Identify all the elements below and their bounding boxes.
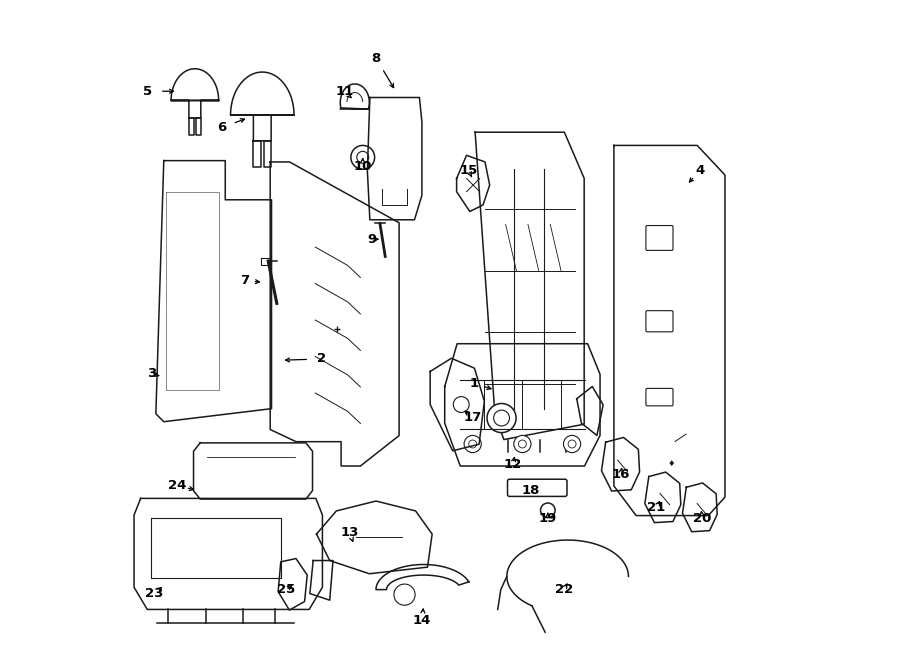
Polygon shape — [134, 498, 322, 609]
Polygon shape — [601, 438, 640, 491]
Polygon shape — [682, 483, 717, 531]
Text: 11: 11 — [335, 85, 354, 98]
Circle shape — [518, 440, 526, 448]
Polygon shape — [254, 141, 261, 167]
Circle shape — [568, 440, 576, 448]
Polygon shape — [171, 69, 219, 118]
Circle shape — [454, 397, 469, 412]
Text: 12: 12 — [504, 458, 522, 471]
Polygon shape — [376, 564, 469, 590]
Polygon shape — [195, 118, 201, 136]
Text: 4: 4 — [695, 164, 705, 177]
Circle shape — [351, 145, 374, 169]
Circle shape — [514, 436, 531, 453]
Circle shape — [487, 403, 516, 432]
FancyBboxPatch shape — [508, 479, 567, 496]
Text: 18: 18 — [521, 484, 540, 497]
Polygon shape — [614, 145, 725, 516]
Text: 3: 3 — [147, 367, 156, 380]
Circle shape — [541, 503, 555, 518]
Circle shape — [563, 436, 580, 453]
Text: ♦: ♦ — [668, 459, 675, 468]
Polygon shape — [475, 132, 584, 440]
Polygon shape — [278, 559, 307, 610]
Circle shape — [493, 410, 509, 426]
Text: 19: 19 — [539, 512, 557, 525]
FancyBboxPatch shape — [646, 311, 673, 332]
Text: 5: 5 — [143, 85, 152, 98]
Text: 24: 24 — [168, 479, 187, 492]
Text: 20: 20 — [693, 512, 712, 525]
Circle shape — [394, 584, 415, 605]
Polygon shape — [189, 118, 194, 136]
Polygon shape — [310, 561, 333, 600]
Polygon shape — [194, 443, 312, 499]
Text: 1: 1 — [469, 377, 479, 390]
Text: 8: 8 — [372, 52, 381, 65]
Text: 9: 9 — [367, 233, 376, 246]
FancyBboxPatch shape — [646, 225, 673, 251]
Polygon shape — [456, 155, 490, 212]
Text: 16: 16 — [611, 468, 630, 481]
Circle shape — [464, 436, 482, 453]
Polygon shape — [264, 141, 271, 167]
Text: 22: 22 — [554, 583, 572, 596]
Polygon shape — [645, 472, 680, 523]
Polygon shape — [430, 358, 484, 451]
Polygon shape — [230, 72, 294, 141]
FancyBboxPatch shape — [646, 389, 673, 406]
Polygon shape — [156, 161, 272, 422]
Text: 13: 13 — [340, 525, 359, 539]
Text: 10: 10 — [354, 160, 372, 173]
Polygon shape — [577, 387, 603, 436]
Polygon shape — [317, 501, 432, 574]
Text: 25: 25 — [277, 583, 295, 596]
Text: 7: 7 — [240, 274, 249, 288]
Text: 6: 6 — [217, 121, 227, 134]
Polygon shape — [445, 344, 600, 466]
Text: 14: 14 — [413, 613, 431, 627]
Text: 15: 15 — [459, 164, 478, 177]
Text: 17: 17 — [464, 411, 482, 424]
Text: 21: 21 — [647, 501, 665, 514]
Circle shape — [356, 151, 369, 163]
Text: 2: 2 — [317, 352, 326, 366]
Polygon shape — [261, 258, 269, 265]
Polygon shape — [367, 97, 422, 219]
Text: 23: 23 — [145, 587, 163, 600]
Circle shape — [469, 440, 477, 448]
Polygon shape — [270, 162, 399, 466]
